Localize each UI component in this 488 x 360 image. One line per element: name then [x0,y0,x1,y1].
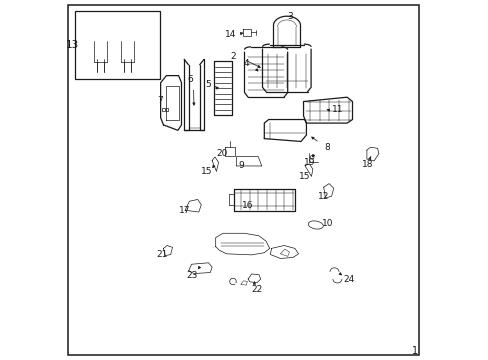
Text: 17: 17 [178,206,190,215]
Text: 3: 3 [286,13,292,22]
Text: 9: 9 [238,161,244,170]
Text: 5: 5 [205,80,211,89]
Bar [165,108,168,111]
Text: 8: 8 [324,143,329,152]
Text: 21: 21 [156,250,167,259]
Text: 7: 7 [157,96,163,105]
Bar [162,108,164,111]
Bar [75,11,160,79]
Text: 6: 6 [187,76,193,85]
Text: 13: 13 [66,40,79,50]
Text: 22: 22 [251,285,262,294]
Text: 15: 15 [299,172,310,181]
Text: 15: 15 [201,167,212,176]
Text: 2: 2 [230,52,235,61]
Text: 10: 10 [321,220,332,229]
Text: 19: 19 [303,158,314,167]
Text: 4: 4 [244,59,249,68]
Text: 18: 18 [362,161,373,170]
Text: 11: 11 [332,105,343,114]
Text: 20: 20 [216,149,227,158]
Text: 14: 14 [224,31,236,40]
Text: 16: 16 [242,201,253,210]
Text: 23: 23 [186,271,198,280]
Text: 24: 24 [343,275,354,284]
Text: 1: 1 [411,346,418,356]
Text: 12: 12 [317,192,329,201]
